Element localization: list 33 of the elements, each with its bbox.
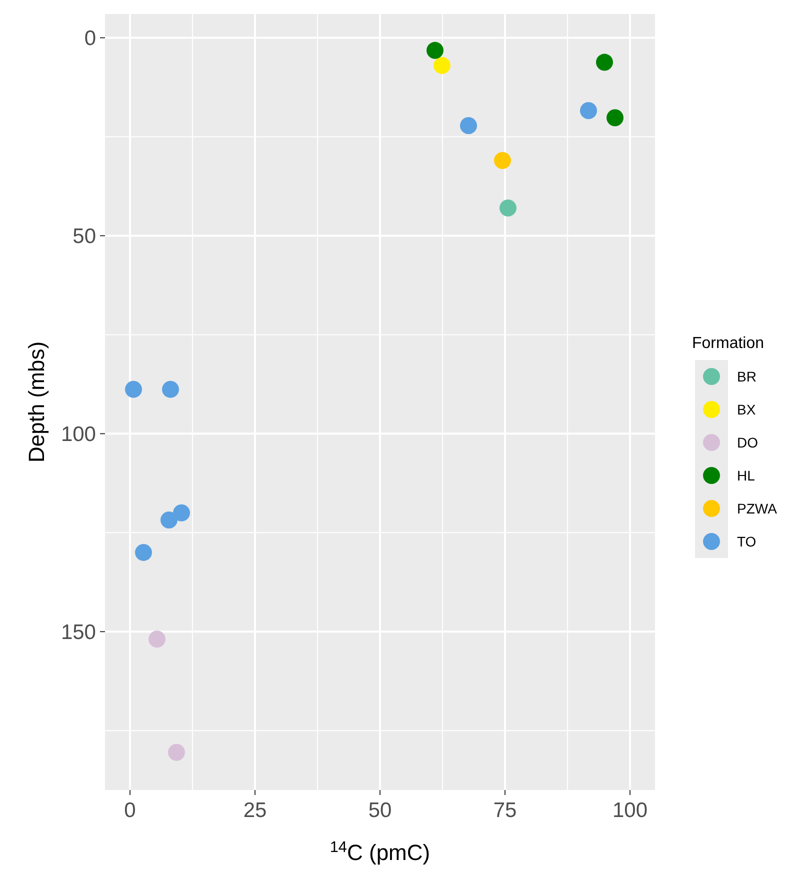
legend-label: HL bbox=[737, 467, 756, 484]
point bbox=[596, 54, 613, 71]
point bbox=[434, 56, 450, 74]
point bbox=[162, 380, 179, 398]
point bbox=[173, 504, 190, 522]
point bbox=[125, 380, 142, 398]
x-tick-label: 25 bbox=[243, 799, 267, 822]
y-tick-label: 0 bbox=[84, 27, 96, 50]
x-axis-title: $^{14}$C (pmC) bbox=[330, 838, 430, 865]
legend-label: DO bbox=[737, 434, 758, 450]
y-tick-label: 50 bbox=[72, 225, 96, 248]
x-tick-label: 75 bbox=[493, 799, 517, 822]
point bbox=[500, 200, 516, 216]
point bbox=[148, 630, 166, 648]
point bbox=[460, 117, 477, 134]
y-axis-title: Depth (mbs) bbox=[24, 341, 49, 463]
legend-label: BR bbox=[737, 368, 756, 384]
y-tick-label: 100 bbox=[60, 423, 96, 446]
legend-label: BX bbox=[737, 401, 756, 418]
x-tick-label: 0 bbox=[124, 799, 136, 822]
point bbox=[494, 152, 511, 169]
point bbox=[426, 42, 444, 59]
x-tick-label: 100 bbox=[612, 799, 648, 822]
legend-title: Formation bbox=[692, 335, 764, 352]
legend-label: PZWA bbox=[737, 500, 778, 516]
point bbox=[606, 109, 624, 126]
point bbox=[580, 102, 597, 120]
y-tick-label: 150 bbox=[60, 620, 96, 644]
legend-label: TO bbox=[737, 533, 756, 550]
point bbox=[135, 544, 152, 561]
point bbox=[160, 511, 178, 528]
x-tick-label: 50 bbox=[368, 799, 392, 822]
point bbox=[168, 744, 185, 761]
